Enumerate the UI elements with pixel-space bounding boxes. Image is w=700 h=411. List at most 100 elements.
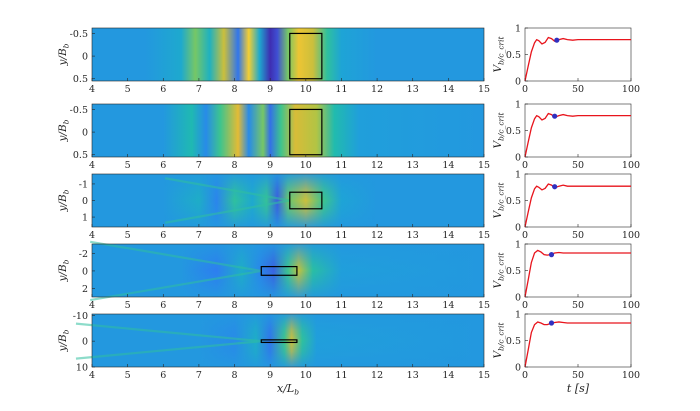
x-tick-label: 50 — [572, 300, 584, 311]
y-tick-label: 0.5 — [506, 126, 521, 137]
x-tick-label: 15 — [478, 370, 490, 381]
x-tick-label: 8 — [232, 370, 238, 381]
x-tick-label: 11 — [335, 160, 347, 171]
speed-curve — [524, 321, 631, 368]
heatmap-field — [92, 104, 484, 157]
y-tick-label: 1 — [515, 310, 521, 321]
x-tick-label: 13 — [407, 160, 419, 171]
y-axis-label: y/Bb — [57, 189, 71, 212]
x-tick-label: 6 — [160, 160, 166, 171]
x-tick-label: 4 — [89, 300, 95, 311]
time-marker — [554, 37, 560, 43]
heatmap-panel-5: 4 5 6 7 8 9 10 11 12 13 14 15 -10 0 10 y/Bb x/Lb — [57, 311, 490, 397]
y-tick-label: -0.5 — [70, 29, 88, 40]
x-tick-label: 10 — [300, 370, 312, 381]
y-tick-label: 1 — [515, 100, 521, 111]
y-tick-label: 0 — [515, 363, 521, 374]
x-tick-label: 0 — [522, 84, 528, 95]
x-tick-label: 9 — [267, 370, 273, 381]
y-tick-label: 0 — [515, 293, 521, 304]
y-axis-label: y/Bb — [57, 329, 71, 352]
x-tick-label: 4 — [89, 370, 95, 381]
x-tick-label: 4 — [89, 230, 95, 241]
x-tick-label: 50 — [572, 160, 584, 171]
time-marker — [548, 252, 555, 258]
x-tick-label: 15 — [478, 84, 490, 95]
y-tick-label: -10 — [73, 311, 88, 322]
heatmap-lateral-fade — [92, 314, 484, 367]
wake-arms — [164, 177, 290, 224]
x-tick-label: 5 — [125, 370, 131, 381]
x-tick-label: 50 — [572, 230, 584, 241]
x-tick-label: 5 — [125, 84, 131, 95]
x-tick-label: 5 — [125, 300, 131, 311]
x-tick-label: 14 — [442, 230, 454, 241]
x-axis-label: t [s] — [567, 382, 590, 395]
y-axis-label: Vb/c_crit — [492, 111, 506, 148]
y-axis-label: Vb/c_crit — [492, 251, 506, 288]
heatmap-panel-4: 4 5 6 7 8 9 10 11 12 13 14 15 -2 0 2 y/Bb — [57, 240, 490, 311]
x-tick-label: 15 — [478, 300, 490, 311]
axes-frame — [91, 103, 485, 158]
y-tick-label: 0 — [515, 77, 521, 88]
y-tick-label: 0.5 — [73, 74, 88, 85]
x-axis-label: x/Lb — [277, 382, 299, 397]
x-tick-label: 12 — [371, 160, 383, 171]
y-tick-label: 1 — [82, 213, 88, 224]
x-tick-label: 15 — [478, 230, 490, 241]
y-tick-label: 0.5 — [73, 150, 88, 161]
x-tick-label: 15 — [478, 160, 490, 171]
y-tick-label: 0.5 — [506, 266, 521, 277]
time-marker — [548, 320, 555, 326]
x-tick-label: 8 — [232, 160, 238, 171]
ship-box — [260, 265, 298, 276]
y-tick-label: 0 — [82, 337, 88, 348]
y-tick-label: 1 — [515, 24, 521, 35]
wake-arms — [75, 322, 262, 360]
y-tick-label: -0.5 — [70, 105, 88, 116]
x-tick-label: 0 — [522, 230, 528, 241]
x-tick-label: 14 — [442, 160, 454, 171]
x-tick-label: 100 — [622, 370, 640, 381]
axes-frame — [91, 243, 485, 298]
x-tick-label: 7 — [196, 160, 202, 171]
heatmap-panel-2: 4 5 6 7 8 9 10 11 12 13 14 15 -0.5 0 0.5y/Bb — [57, 103, 490, 171]
y-tick-label: 2 — [82, 284, 88, 295]
x-tick-label: 14 — [442, 300, 454, 311]
y-tick-label: 0 — [82, 52, 88, 63]
x-tick-label: 9 — [267, 84, 273, 95]
y-tick-label: 0 — [515, 153, 521, 164]
time-marker — [552, 184, 558, 190]
y-axis-label: Vb/c_crit — [492, 321, 506, 358]
axes-frame — [524, 173, 632, 228]
time-marker — [552, 113, 558, 119]
x-tick-label: 14 — [442, 84, 454, 95]
y-tick-label: 0.5 — [506, 196, 521, 207]
y-axis-label: y/Bb — [57, 43, 71, 66]
x-tick-label: 10 — [300, 160, 312, 171]
x-tick-label: 7 — [196, 84, 202, 95]
x-tick-label: 11 — [335, 230, 347, 241]
heatmap-field — [92, 28, 484, 81]
speed-panel-2: 0 50 100 0 0.5 1 Vb/c_crit — [492, 100, 640, 172]
x-tick-label: 5 — [125, 230, 131, 241]
axes-frame — [91, 313, 485, 368]
x-tick-label: 9 — [267, 300, 273, 311]
x-tick-label: 6 — [160, 300, 166, 311]
y-tick-label: 0 — [82, 128, 88, 139]
x-tick-label: 8 — [232, 84, 238, 95]
y-tick-label: -2 — [79, 249, 88, 260]
y-axis-label: Vb/c_crit — [492, 181, 506, 218]
x-tick-label: 0 — [522, 160, 528, 171]
x-tick-label: 12 — [371, 300, 383, 311]
x-tick-label: 12 — [371, 370, 383, 381]
y-tick-label: 0.5 — [506, 336, 521, 347]
x-tick-label: 10 — [300, 300, 312, 311]
x-tick-label: 12 — [371, 84, 383, 95]
speed-panel-3: 0 50 100 0 0.5 1 Vb/c_crit — [492, 170, 640, 242]
x-tick-label: 6 — [160, 84, 166, 95]
x-tick-label: 10 — [300, 84, 312, 95]
x-tick-label: 11 — [335, 84, 347, 95]
y-tick-label: 1 — [515, 240, 521, 251]
